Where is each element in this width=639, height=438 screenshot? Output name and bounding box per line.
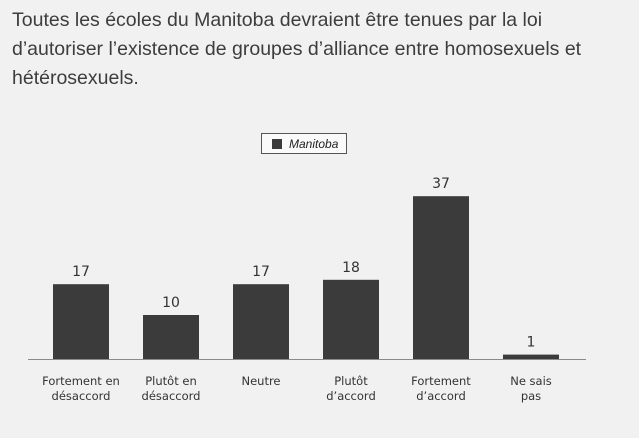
category-label: désaccord (52, 389, 111, 403)
category-label: pas (521, 389, 541, 403)
value-label: 18 (342, 260, 360, 276)
value-label: 17 (252, 264, 270, 280)
value-label: 17 (72, 264, 90, 280)
category-label: d’accord (326, 389, 376, 403)
category-label: Plutôt en (145, 374, 197, 388)
category-label: Fortement (411, 374, 471, 388)
category-label: Fortement en (42, 374, 120, 388)
category-label: Ne sais (510, 374, 552, 388)
legend-label: Manitoba (289, 136, 339, 151)
value-label: 1 (527, 335, 536, 351)
bar (413, 196, 469, 359)
legend-swatch (272, 138, 282, 149)
bar (53, 284, 109, 359)
bar (143, 315, 199, 359)
category-label: Neutre (241, 374, 280, 388)
category-label: d’accord (416, 389, 466, 403)
bar (503, 354, 559, 359)
category-label: désaccord (142, 389, 201, 403)
value-label: 37 (432, 176, 450, 192)
legend: Manitoba (261, 133, 348, 154)
category-label: Plutôt (334, 374, 368, 388)
value-label: 10 (162, 295, 180, 311)
bar (233, 284, 289, 359)
bar (323, 279, 379, 359)
chart-title: Toutes les écoles du Manitoba devraient … (12, 9, 582, 89)
